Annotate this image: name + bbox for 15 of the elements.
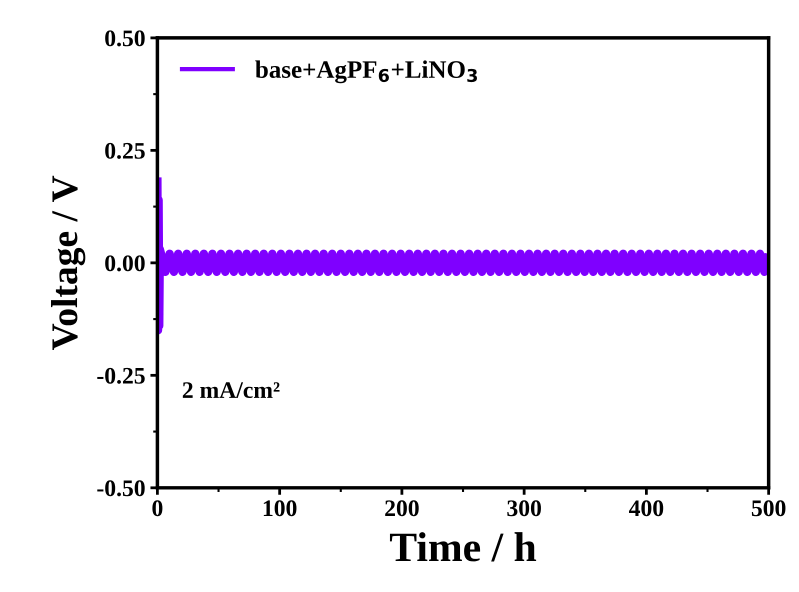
legend-label: base+AgPF$_{6}$+LiNO$_{3}$ <box>255 60 477 84</box>
y-axis-title: Voltage / V <box>51 176 86 350</box>
x-tick-label: 200 <box>385 500 419 516</box>
y-tick-label: -0.50 <box>97 480 145 496</box>
x-axis-title: Time / h <box>390 532 536 562</box>
y-tick-label: 0.25 <box>105 142 145 159</box>
y-tick-label: 0.50 <box>105 30 145 46</box>
y-tick-label: 0.00 <box>105 255 145 272</box>
x-tick-label: 500 <box>752 500 786 516</box>
x-tick-label: 300 <box>507 500 541 516</box>
x-tick-label: 400 <box>629 500 664 516</box>
x-tick-label: 100 <box>264 500 296 516</box>
y-tick-label: -0.25 <box>97 368 145 384</box>
x-tick-label: 0 <box>152 500 162 516</box>
annotation: 2 mA/cm² <box>182 382 280 398</box>
